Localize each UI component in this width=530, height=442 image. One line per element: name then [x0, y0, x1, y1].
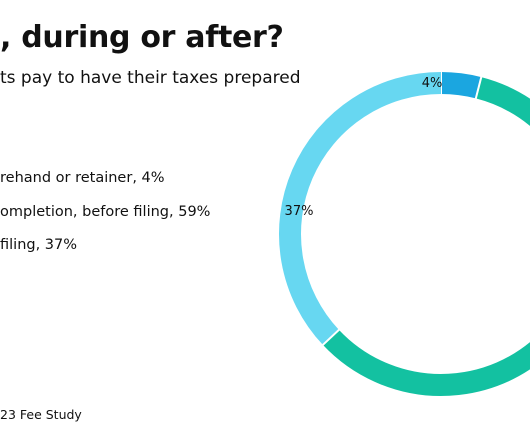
donut-slice — [440, 72, 482, 99]
legend-item-after-filing: filing, 37% — [0, 237, 78, 253]
chart-title: , during or after? — [0, 20, 284, 55]
slice-separator — [474, 75, 483, 100]
legend-item-before-filing: ompletion, before filing, 59% — [0, 204, 211, 220]
source-note: 23 Fee Study — [0, 407, 82, 422]
slice-data-label: 4% — [422, 76, 443, 91]
legend-item-beforehand: rehand or retainer, 4% — [0, 170, 165, 186]
slice-separator — [321, 328, 341, 347]
donut-slice — [322, 77, 530, 396]
donut-slice — [279, 72, 442, 345]
chart-subtitle: ts pay to have their taxes prepared — [0, 68, 301, 88]
slice-data-label: 37% — [285, 204, 314, 219]
